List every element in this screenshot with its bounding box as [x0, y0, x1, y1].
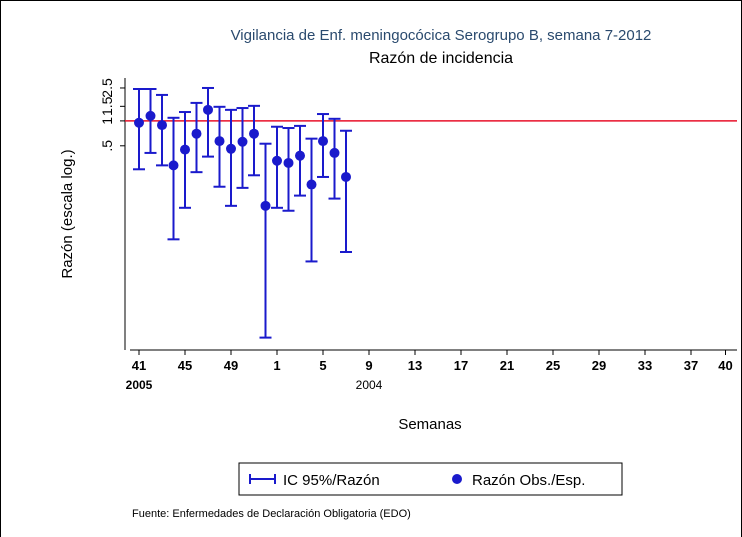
x-tick-label: 33 [638, 358, 652, 373]
x-tick-label: 25 [546, 358, 560, 373]
legend-label: Razón Obs./Esp. [472, 472, 585, 489]
x-tick-label: 45 [178, 358, 192, 373]
x-tick-label: 5 [319, 358, 326, 373]
legend [238, 462, 623, 496]
x-tick-label: 49 [224, 358, 238, 373]
point [249, 128, 259, 139]
x-tick-label: 21 [500, 358, 514, 373]
point [214, 136, 225, 147]
chart-title: Vigilancia de Enf. meningocócica Serogru… [231, 27, 652, 44]
point [203, 104, 213, 115]
x-tick-label: 17 [454, 358, 468, 373]
point [157, 120, 167, 131]
point [295, 150, 305, 161]
point [226, 143, 236, 154]
point [329, 147, 340, 158]
point [237, 136, 248, 147]
year-label: 2004 [356, 378, 383, 392]
point [341, 171, 351, 182]
x-tick-label: 40 [718, 358, 732, 373]
y-tick-label: 1 [99, 117, 115, 125]
point [318, 136, 328, 147]
point [260, 200, 271, 211]
source: Fuente: Enfermedades de Declaración Obli… [132, 508, 411, 520]
x-tick-label: 13 [408, 358, 422, 373]
point [306, 179, 317, 190]
x-tick-label: 1 [273, 358, 280, 373]
chart-subtitle: Razón de incidencia [369, 50, 513, 67]
point [180, 144, 190, 155]
year-label: 2005 [126, 378, 153, 392]
point [191, 128, 202, 139]
legend-label: IC 95%/Razón [283, 472, 380, 489]
y-tick-label: 2.5 [99, 78, 115, 98]
point [145, 110, 156, 121]
y-tick-label: .5 [99, 140, 115, 152]
x-axis-label: Semanas [398, 416, 461, 433]
point [168, 160, 179, 171]
y-tick-label: 1.5 [99, 96, 115, 116]
point [272, 155, 282, 166]
x-tick-label: 9 [365, 358, 372, 373]
point [283, 157, 294, 168]
x-tick-label: 29 [592, 358, 606, 373]
point [134, 117, 144, 128]
legend-point [452, 474, 462, 484]
x-tick-label: 41 [132, 358, 146, 373]
y-axis-label: Razón (escala log.) [59, 149, 76, 278]
x-tick-label: 37 [684, 358, 698, 373]
